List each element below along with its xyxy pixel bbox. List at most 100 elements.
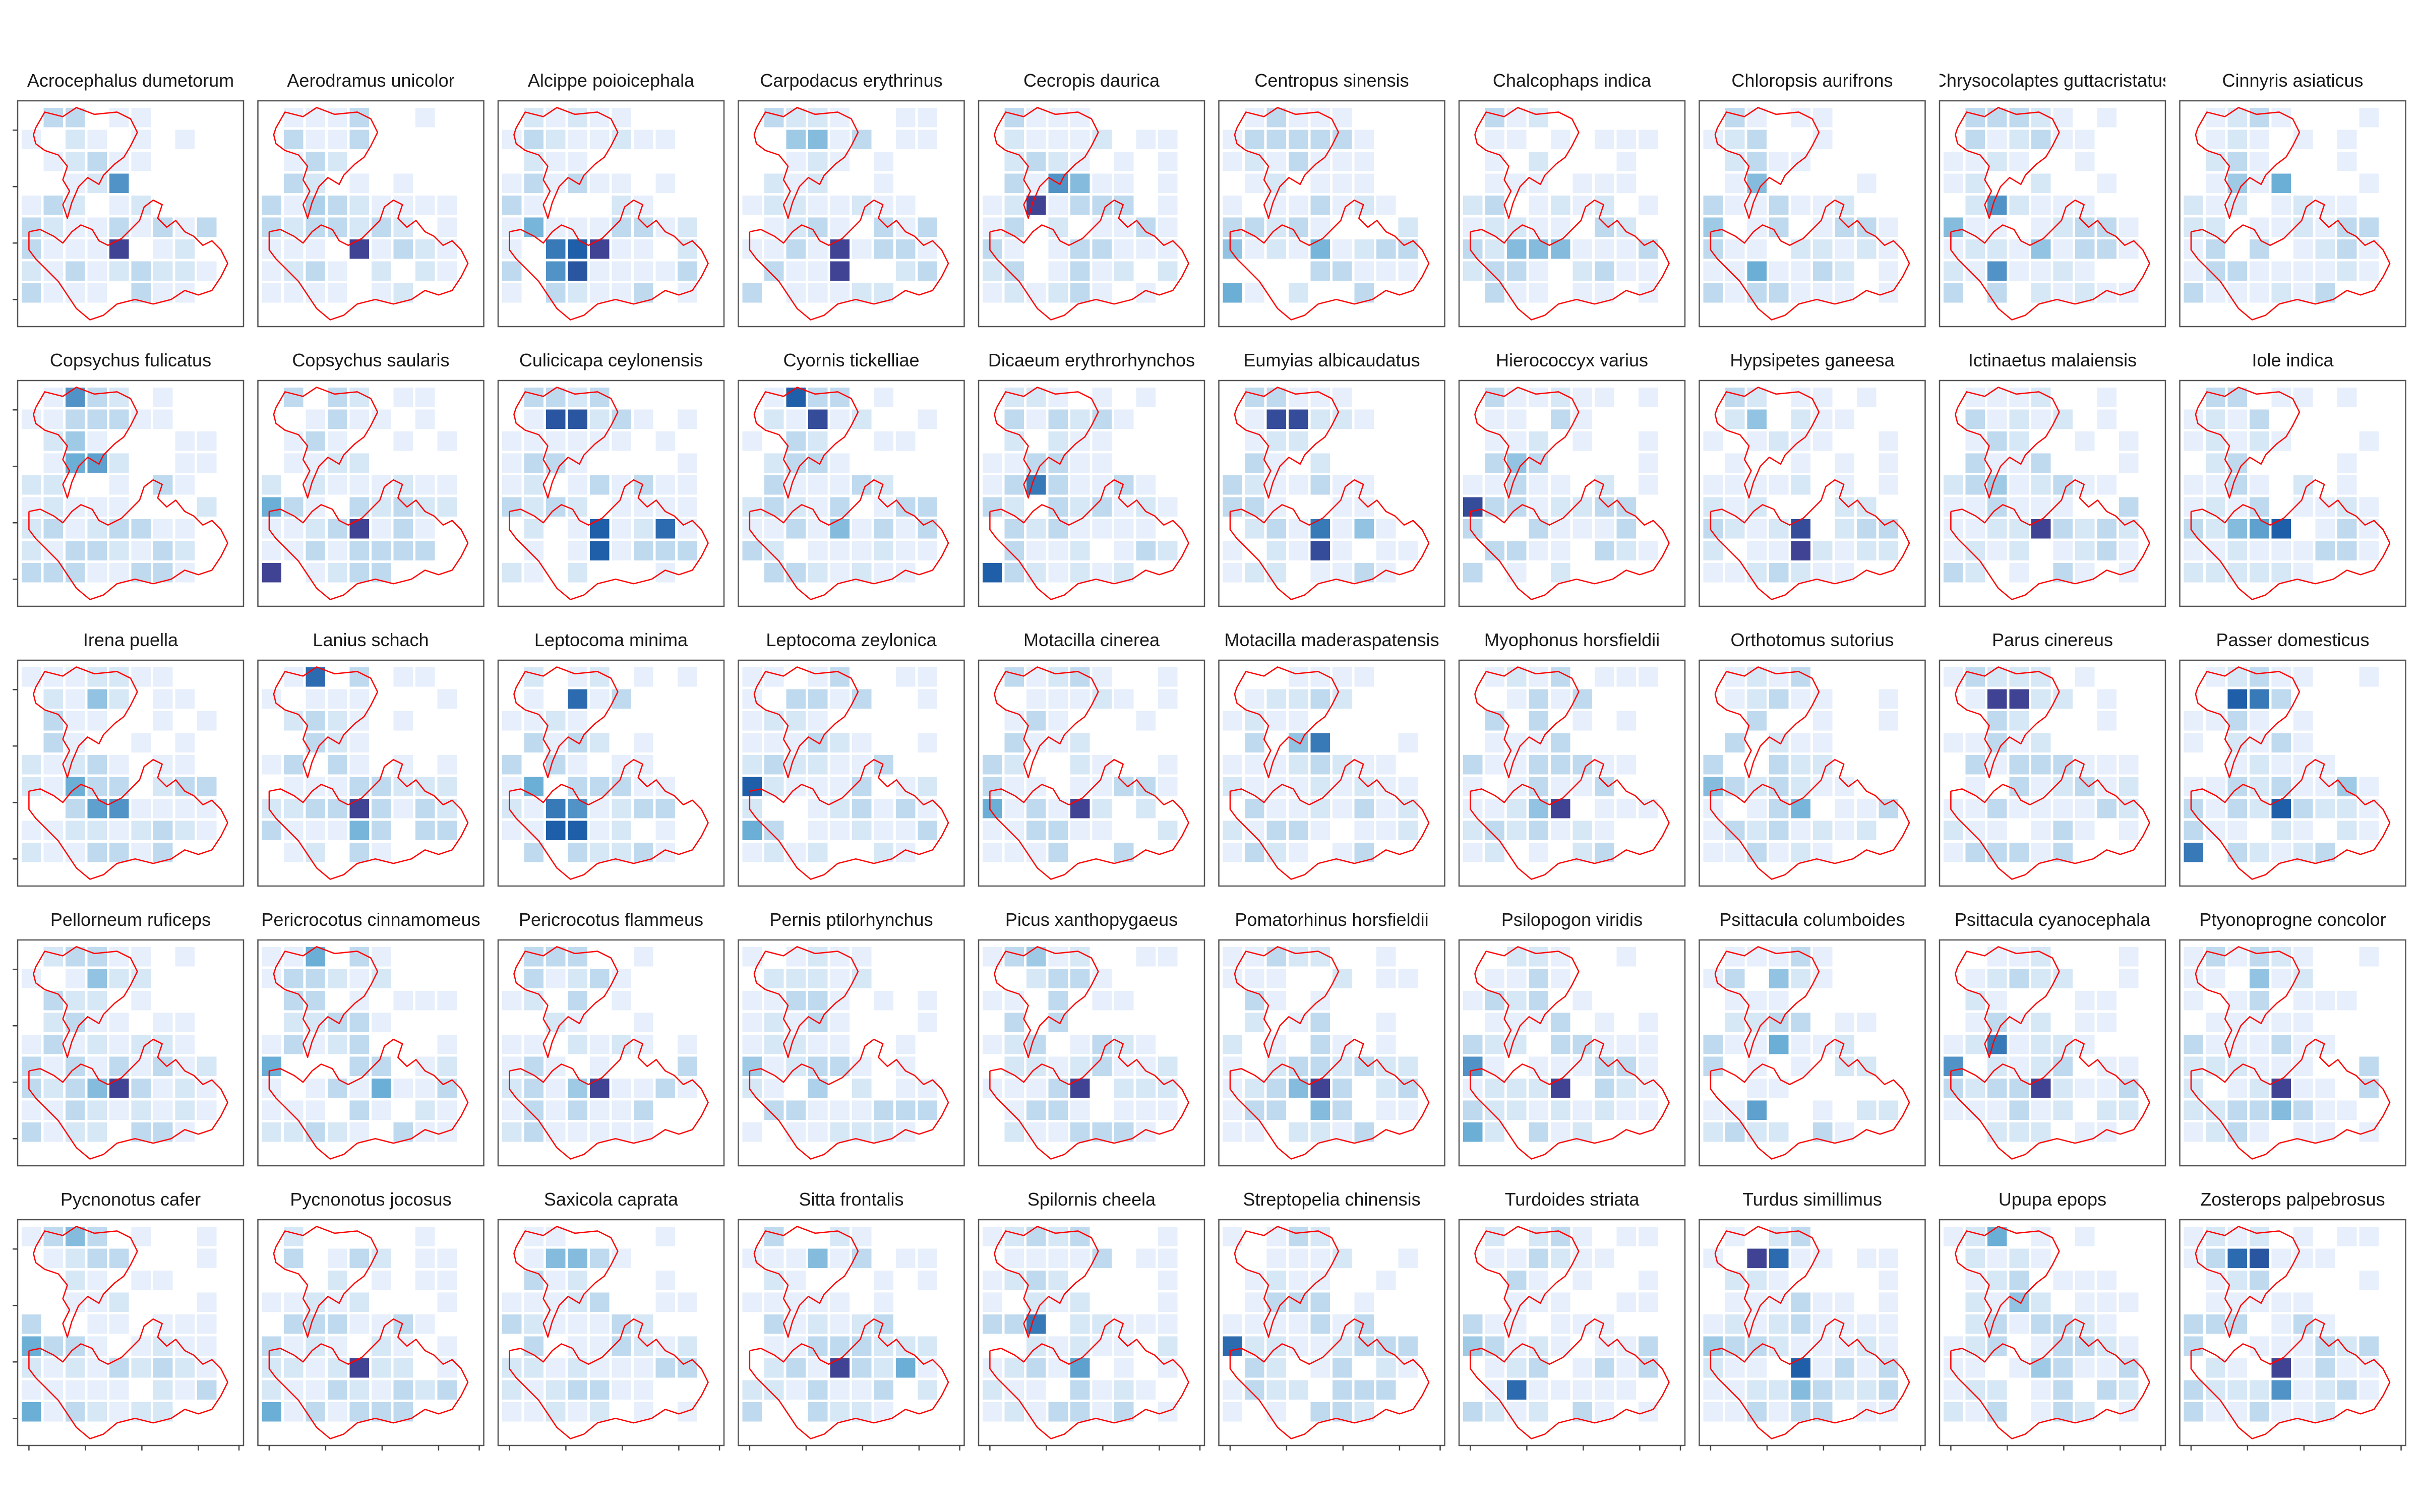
heat-tile xyxy=(2009,1314,2029,1334)
heat-tile xyxy=(131,1056,151,1076)
heat-tile xyxy=(1136,1314,1156,1334)
heat-tile xyxy=(808,1100,828,1120)
heat-tile xyxy=(43,1100,63,1120)
panel-title: Cinnyris asiaticus xyxy=(2222,70,2363,91)
heat-tile xyxy=(1310,173,1330,193)
heat-tile xyxy=(1879,1100,1898,1120)
heat-tile xyxy=(1289,130,1308,149)
heat-tile xyxy=(372,519,391,539)
heat-tile xyxy=(808,1056,828,1076)
heat-tile xyxy=(1529,196,1548,215)
heat-tile xyxy=(1791,541,1810,560)
heat-tile xyxy=(22,1402,41,1422)
heat-tile xyxy=(2206,1402,2225,1422)
heat-tile xyxy=(1333,173,1352,193)
heat-tile xyxy=(786,969,806,988)
region-outline-north xyxy=(33,946,138,1058)
heat-tile xyxy=(43,947,63,967)
region-outline-south xyxy=(2190,1318,2391,1439)
heat-tile xyxy=(372,261,391,281)
heat-tile xyxy=(1747,541,1767,560)
heat-tile xyxy=(22,283,41,303)
heat-tile xyxy=(131,1079,151,1098)
heat-tile xyxy=(2250,217,2269,237)
heat-tile xyxy=(175,431,195,451)
heat-tile xyxy=(1092,799,1112,818)
heat-tile xyxy=(546,947,566,967)
heat-tile xyxy=(1791,283,1810,303)
heat-tile xyxy=(1245,1358,1264,1378)
heat-tile xyxy=(66,1358,85,1378)
heat-tile xyxy=(1857,1056,1877,1076)
heat-tile xyxy=(66,1122,85,1142)
heat-tile xyxy=(175,541,195,560)
heat-tile xyxy=(1004,1380,1024,1400)
heat-tile xyxy=(1485,1122,1504,1142)
heat-tile xyxy=(153,821,173,840)
heat-tile xyxy=(349,1100,369,1120)
heat-tile xyxy=(983,283,1002,303)
heat-tile xyxy=(153,667,173,687)
heat-tile xyxy=(2206,821,2225,840)
heat-tile xyxy=(1965,108,1985,128)
heat-tile xyxy=(2031,1100,2051,1120)
heat-tile xyxy=(1092,409,1112,429)
heat-tile xyxy=(764,1227,784,1246)
heat-tile xyxy=(2053,799,2073,818)
heat-tile xyxy=(153,541,173,560)
heat-tile xyxy=(1551,1079,1570,1098)
heat-tile xyxy=(43,431,63,451)
heat-tile xyxy=(612,130,631,149)
heat-tile xyxy=(1551,1292,1570,1312)
heat-tile xyxy=(546,799,566,818)
panel-title: Ictinaetus malaiensis xyxy=(1968,350,2137,370)
heat-tile xyxy=(2206,1056,2225,1076)
heat-tile xyxy=(1987,1100,2007,1120)
heat-tile xyxy=(874,755,893,775)
heat-tile xyxy=(764,261,784,281)
heat-tile xyxy=(2337,152,2357,171)
heat-tile xyxy=(1616,130,1636,149)
heat-tile xyxy=(175,1079,195,1098)
heat-tile xyxy=(437,1122,457,1142)
heat-tile xyxy=(764,196,784,215)
heat-tile xyxy=(2227,541,2247,560)
heat-tile xyxy=(284,388,304,407)
heat-tile xyxy=(2206,711,2225,731)
heat-tile xyxy=(524,969,543,988)
heat-tile xyxy=(590,475,610,495)
heat-tile xyxy=(2271,196,2291,215)
heat-tile xyxy=(1092,475,1112,495)
heat-tile xyxy=(874,991,893,1011)
heat-tile xyxy=(372,821,391,840)
heat-tile xyxy=(349,947,369,967)
heat-tile xyxy=(306,843,325,862)
heat-tile xyxy=(808,947,828,967)
heat-tile xyxy=(109,563,129,583)
heat-tile xyxy=(2250,991,2269,1011)
heat-tile xyxy=(1551,1227,1570,1246)
heat-tile xyxy=(87,217,107,237)
heat-tile xyxy=(2293,733,2313,752)
heat-tile xyxy=(1725,969,1745,988)
heat-tile xyxy=(328,261,347,281)
heat-tile xyxy=(1310,1292,1330,1312)
heat-tile xyxy=(66,667,85,687)
heat-tile xyxy=(1158,755,1178,775)
heat-tile xyxy=(764,388,784,407)
heat-tile xyxy=(87,1248,107,1268)
heat-tile xyxy=(2075,217,2095,237)
heat-tile xyxy=(1791,239,1810,259)
heat-tile xyxy=(1048,1056,1068,1076)
heat-tile xyxy=(1289,217,1308,237)
heat-tile xyxy=(786,1336,806,1356)
heat-tile xyxy=(852,1079,872,1098)
heat-tile xyxy=(1639,1100,1658,1120)
facet-panel: Pericrocotus cinnamomeus xyxy=(257,909,485,1167)
heat-tile xyxy=(1572,497,1592,517)
heat-tile xyxy=(1289,1122,1308,1142)
heat-tile xyxy=(1639,1035,1658,1054)
heat-tile xyxy=(918,261,937,281)
region-outline-north xyxy=(1955,387,2060,499)
heat-tile xyxy=(502,1079,522,1098)
